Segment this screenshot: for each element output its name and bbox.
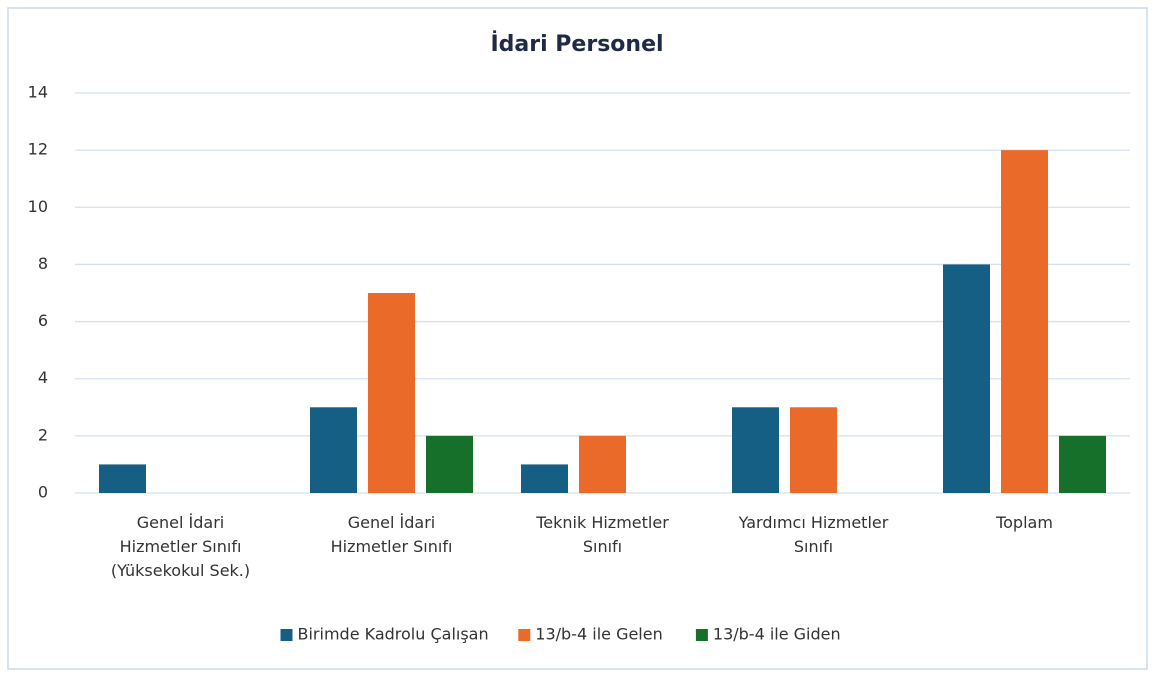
legend-label: 13/b-4 ile Giden [713,625,841,644]
bar [310,407,357,493]
legend-swatch [280,629,293,641]
y-tick-label: 6 [38,311,48,330]
y-tick-label: 10 [28,197,48,216]
bar [1001,150,1048,493]
legend-label: 13/b-4 ile Gelen [535,625,662,644]
bar [426,435,473,493]
bar [368,293,415,493]
bar [99,464,146,493]
bar [732,407,779,493]
x-tick-label: Genel İdari Hizmetler Sınıfı (Yüksekokul S… [111,513,250,580]
y-tick-label: 2 [38,425,48,444]
legend-swatch [518,629,531,641]
x-tick-label: Teknik Hizmetler Sınıfı [535,513,669,556]
y-tick-label: 8 [38,254,48,273]
y-tick-label: 14 [28,83,48,102]
bar [579,435,626,493]
x-tick-label: Genel İdari Hizmetler Sınıfı [331,513,453,556]
y-tick-label: 12 [28,140,48,159]
bar [1059,435,1106,493]
chart-title: İdari Personel [490,31,663,57]
y-tick-label: 0 [38,483,48,502]
x-tick-label: Toplam [995,513,1053,532]
bar [790,407,837,493]
y-tick-label: 4 [38,368,48,387]
bar [521,464,568,493]
legend-label: Birimde Kadrolu Çalışan [298,625,489,644]
x-tick-label: Yardımcı Hizmetler Sınıfı [738,513,889,556]
bar [943,264,990,493]
legend-swatch [695,629,708,641]
